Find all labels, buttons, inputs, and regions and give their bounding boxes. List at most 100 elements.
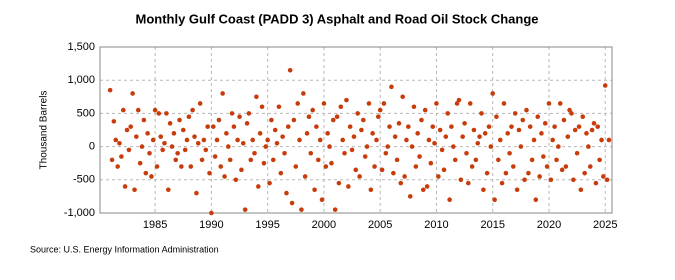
point (591, 121, 597, 126)
point (164, 111, 169, 116)
point (462, 121, 467, 126)
point (415, 131, 420, 136)
point (387, 124, 392, 129)
point (372, 164, 377, 169)
point (359, 127, 364, 133)
point (107, 87, 113, 93)
point (361, 117, 366, 123)
point (224, 131, 229, 136)
point (209, 210, 214, 216)
point (192, 134, 197, 139)
point (180, 127, 186, 133)
point (244, 121, 250, 126)
point (569, 111, 574, 116)
point (306, 114, 312, 120)
point (197, 101, 203, 106)
point (280, 134, 285, 139)
point (126, 147, 132, 153)
point (439, 147, 445, 153)
point (599, 137, 604, 143)
point (139, 144, 145, 149)
point (137, 160, 143, 166)
point (557, 101, 563, 106)
point (501, 101, 507, 106)
point (222, 174, 227, 179)
x-tick-label: 2005 (368, 219, 392, 231)
point (379, 167, 385, 173)
point (469, 164, 475, 169)
point (265, 137, 270, 143)
point (120, 107, 126, 113)
point (445, 111, 451, 116)
x-tick-label: 1985 (143, 219, 167, 231)
point (203, 147, 209, 153)
point (162, 140, 167, 146)
point (267, 180, 272, 186)
point (175, 150, 180, 156)
point (548, 177, 554, 183)
x-tick-label: 2015 (480, 219, 504, 231)
point (370, 131, 375, 136)
point (539, 131, 544, 136)
point (132, 187, 137, 193)
point (482, 131, 488, 136)
point (516, 127, 522, 133)
point (366, 101, 372, 106)
point (587, 164, 593, 169)
point (128, 124, 134, 129)
point (190, 107, 195, 113)
point (404, 137, 409, 143)
point (293, 164, 299, 169)
point (167, 121, 173, 126)
point (507, 150, 512, 156)
point (426, 137, 432, 143)
point (494, 114, 499, 120)
point (239, 167, 244, 173)
point (452, 157, 458, 163)
point (186, 114, 192, 120)
point (347, 124, 353, 129)
point (604, 177, 610, 183)
point (276, 104, 282, 110)
point (586, 144, 591, 149)
point (338, 104, 344, 110)
point (411, 104, 417, 110)
point (332, 207, 338, 212)
point (518, 144, 524, 149)
point (147, 150, 152, 156)
point (195, 140, 201, 146)
point (571, 177, 576, 183)
point (430, 124, 436, 129)
point (527, 124, 533, 129)
point (295, 101, 301, 106)
point (169, 144, 175, 149)
y-tick-label: 1,500 (67, 41, 95, 53)
point (184, 137, 190, 143)
y-tick-label: 500 (77, 107, 95, 119)
x-tick-label: 2025 (593, 219, 617, 231)
point (546, 101, 552, 106)
point (229, 111, 235, 116)
point (428, 160, 434, 166)
point (407, 194, 413, 199)
point (419, 117, 424, 123)
point (274, 140, 280, 146)
point (214, 137, 220, 143)
point (375, 114, 381, 120)
point (334, 114, 340, 120)
point (124, 127, 130, 133)
point (531, 137, 537, 143)
point (113, 137, 119, 143)
point (135, 107, 141, 113)
point (201, 137, 207, 143)
point (492, 197, 497, 203)
point (246, 111, 252, 116)
point (398, 180, 404, 186)
point (424, 184, 430, 189)
point (122, 184, 128, 189)
point (312, 187, 317, 193)
point (520, 117, 526, 123)
point (250, 137, 255, 143)
y-tick-label: -1,000 (64, 207, 95, 219)
point (589, 127, 595, 133)
